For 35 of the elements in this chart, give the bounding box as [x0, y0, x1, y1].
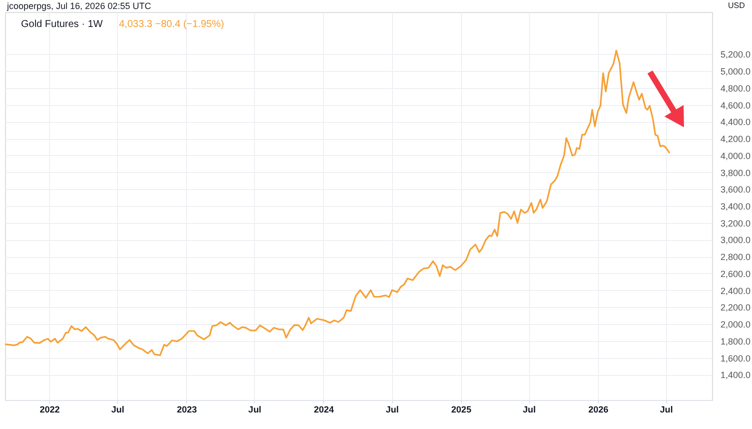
y-tick-label: 5,000.0 [720, 66, 751, 77]
x-tick-label: 2023 [176, 404, 197, 414]
y-tick-label: 3,600.0 [720, 184, 751, 195]
y-tick-label: 1,800.0 [720, 336, 751, 346]
x-tick-label: 2024 [314, 404, 334, 414]
y-tick-label: 2,000.0 [720, 320, 751, 330]
y-tick-label: 4,600.0 [720, 100, 751, 110]
x-tick-label: 2022 [40, 404, 60, 414]
x-tick-label: 2026 [588, 404, 608, 414]
y-tick-label: 3,000.0 [720, 235, 751, 246]
y-tick-label: 3,200.0 [720, 218, 751, 228]
y-tick-label: 1,400.0 [720, 370, 751, 380]
x-tick-label: Jul [111, 404, 124, 414]
y-tick-label: 4,800.0 [720, 83, 751, 94]
y-tick-label: 4,200.0 [720, 134, 751, 144]
y-tick-label: 2,600.0 [720, 268, 751, 279]
x-tick-label: Jul [522, 404, 536, 414]
x-tick-label: Jul [248, 404, 262, 414]
text: jcooperpgs, Jul 16, 2026 02:55 UTC [6, 1, 152, 11]
y-tick-label: 2,800.0 [720, 252, 751, 262]
y-tick-label: 3,400.0 [720, 202, 751, 212]
y-tick-label: 5,200.0 [720, 50, 751, 60]
text: Gold Futures · 1W [21, 19, 104, 30]
line-series [5, 50, 670, 356]
y-tick-label: 1,600.0 [720, 353, 751, 364]
x-tick-label: Jul [660, 404, 673, 414]
text: 4,033.3 −80.4 (−1.95%) [119, 19, 224, 30]
y-tick-label: 3,800.0 [720, 168, 751, 178]
y-tick-label: 2,400.0 [720, 286, 751, 296]
x-tick-label: Jul [386, 404, 399, 414]
y-tick-label: 2,200.0 [720, 302, 751, 313]
y-tick-label: 4,000.0 [720, 150, 751, 161]
y-tick-label: 4,400.0 [720, 117, 751, 128]
x-tick-label: 2025 [451, 404, 472, 414]
y-axis-title: USD [728, 1, 746, 10]
